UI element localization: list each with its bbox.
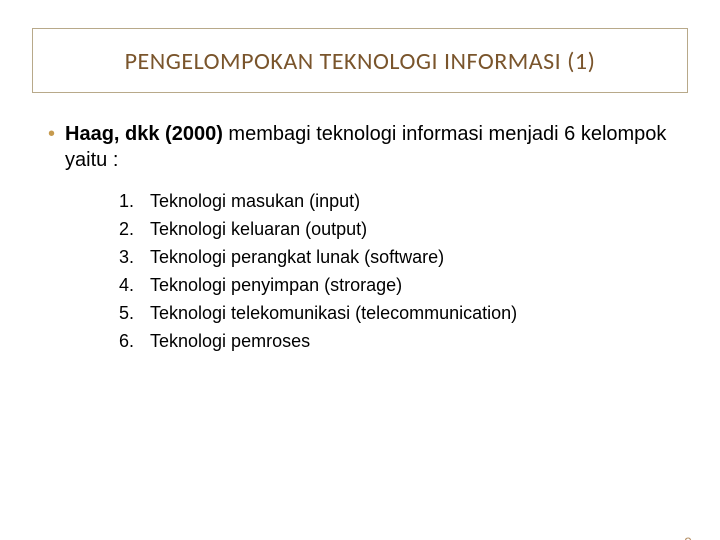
list-text: Teknologi perangkat lunak (software) (150, 243, 444, 271)
list-text: Teknologi penyimpan (strorage) (150, 271, 402, 299)
list-text: Teknologi pemroses (150, 327, 310, 355)
bullet-icon: • (48, 121, 55, 147)
lead-paragraph: • Haag, dkk (2000) membagi teknologi inf… (48, 121, 672, 173)
list-text: Teknologi keluaran (output) (150, 215, 367, 243)
list-item: 4. Teknologi penyimpan (strorage) (112, 271, 672, 299)
list-index: 3. (112, 243, 134, 271)
list-index: 1. (112, 187, 134, 215)
list-index: 2. (112, 215, 134, 243)
page-number: 9 (684, 534, 692, 540)
content-area: • Haag, dkk (2000) membagi teknologi inf… (0, 93, 720, 355)
numbered-list: 1. Teknologi masukan (input) 2. Teknolog… (112, 187, 672, 355)
list-text: Teknologi telekomunikasi (telecommunicat… (150, 299, 517, 327)
list-index: 4. (112, 271, 134, 299)
title-box: PENGELOMPOKAN TEKNOLOGI INFORMASI (1) (32, 28, 688, 93)
list-text: Teknologi masukan (input) (150, 187, 360, 215)
slide-title: PENGELOMPOKAN TEKNOLOGI INFORMASI (1) (53, 47, 667, 76)
list-item: 2. Teknologi keluaran (output) (112, 215, 672, 243)
list-item: 6. Teknologi pemroses (112, 327, 672, 355)
list-item: 1. Teknologi masukan (input) (112, 187, 672, 215)
lead-text: Haag, dkk (2000) membagi teknologi infor… (65, 121, 672, 173)
list-item: 3. Teknologi perangkat lunak (software) (112, 243, 672, 271)
list-item: 5. Teknologi telekomunikasi (telecommuni… (112, 299, 672, 327)
list-index: 6. (112, 327, 134, 355)
list-index: 5. (112, 299, 134, 327)
lead-strong: Haag, dkk (2000) (65, 123, 223, 145)
